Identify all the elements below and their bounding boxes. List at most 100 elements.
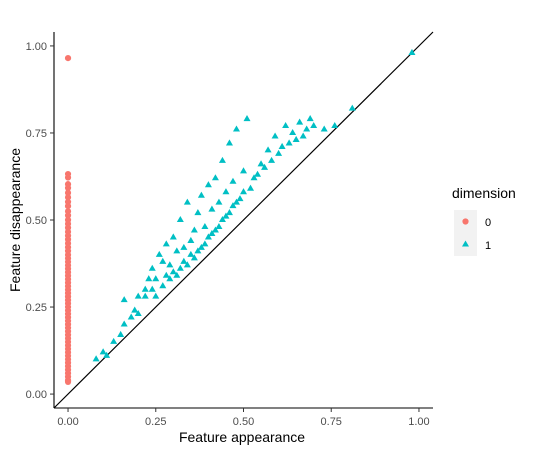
point-dim-0: [64, 202, 72, 210]
x-tick-label: 0.50: [233, 416, 254, 428]
point-dim-1: [173, 247, 181, 254]
point-dim-1: [271, 132, 279, 139]
point-dim-1: [310, 121, 318, 129]
point-dim-1: [250, 174, 258, 181]
point-dim-1: [254, 170, 262, 177]
y-tick-label: 0.50: [26, 215, 47, 227]
x-tick-label: 0.75: [321, 416, 342, 428]
point-dim-1: [180, 257, 188, 264]
point-dim-1: [215, 222, 223, 230]
legend: dimension 0 1: [452, 185, 516, 256]
point-dim-1: [120, 296, 128, 303]
y-tick-label: 0.25: [26, 302, 47, 314]
legend-title: dimension: [452, 185, 516, 201]
point-dim-1: [190, 226, 198, 233]
point-dim-1: [180, 243, 188, 250]
legend-label: 1: [485, 240, 491, 252]
point-dim-1: [173, 271, 181, 278]
point-dim-0: [64, 174, 72, 181]
point-dim-0: [64, 378, 72, 385]
point-dim-1: [285, 139, 293, 146]
point-dim-1: [120, 320, 128, 327]
reference-diagonal-line: [53, 31, 434, 409]
x-tick-label: 0.00: [57, 416, 78, 428]
point-dim-1: [110, 337, 118, 344]
point-dim-1: [204, 181, 212, 188]
point-dim-1: [197, 243, 205, 250]
point-dim-1: [162, 240, 170, 247]
point-dim-1: [194, 247, 202, 254]
point-dim-1: [92, 355, 100, 362]
point-dim-0: [64, 184, 72, 192]
point-dim-1: [229, 177, 237, 184]
point-dim-1: [159, 282, 167, 289]
x-tick-label: 0.25: [145, 416, 166, 428]
point-dim-1: [215, 198, 223, 205]
point-dim-1: [229, 202, 237, 209]
point-dim-1: [278, 142, 286, 149]
point-dim-1: [243, 115, 251, 122]
point-dim-1: [131, 306, 139, 313]
y-axis-title: Feature disappearance: [7, 148, 23, 292]
point-dim-1: [141, 285, 149, 292]
point-dim-1: [176, 215, 184, 223]
point-dim-0: [64, 189, 72, 196]
point-dim-1: [134, 292, 142, 299]
point-dim-0: [64, 194, 72, 201]
point-dim-1: [183, 261, 191, 268]
point-dim-1: [268, 156, 276, 163]
point-dim-1: [176, 264, 184, 271]
point-dim-1: [208, 205, 216, 212]
point-dim-1: [211, 226, 219, 233]
point-dim-1: [208, 229, 216, 236]
point-dim-1: [211, 174, 219, 181]
point-dim-1: [166, 275, 174, 282]
point-dim-1: [218, 215, 226, 223]
point-dim-1: [232, 198, 240, 205]
point-dim-1: [201, 240, 209, 247]
point-dim-1: [348, 104, 356, 111]
legend-key-circle: [462, 218, 469, 225]
point-dim-1: [299, 132, 307, 139]
point-dim-1: [282, 121, 290, 129]
point-dim-1: [190, 254, 198, 261]
point-dim-1: [306, 115, 314, 122]
axes: 0.00 0.25 0.50 0.75 1.00 0.00 0.25 0.50 0.75 1.00: [26, 32, 433, 428]
point-dim-1: [222, 188, 230, 195]
legend-label: 0: [485, 217, 491, 229]
point-dim-1: [152, 292, 160, 299]
point-dim-1: [187, 236, 195, 243]
point-dim-1: [236, 195, 244, 202]
point-dim-1: [204, 233, 212, 240]
point-dim-1: [222, 212, 230, 219]
point-dim-1: [275, 149, 283, 156]
point-dim-0: [64, 212, 72, 219]
point-dim-1: [257, 160, 265, 167]
point-dim-1: [408, 48, 416, 55]
point-dim-1: [194, 209, 202, 216]
point-dim-1: [134, 309, 142, 317]
point-dim-1: [197, 191, 205, 198]
point-dim-1: [292, 135, 300, 142]
point-dim-1: [169, 233, 177, 240]
point-dim-1: [201, 222, 209, 230]
plot-area: [53, 31, 434, 409]
x-tick-label: 1.00: [408, 416, 429, 428]
point-dim-1: [331, 121, 339, 129]
point-dim-1: [303, 125, 311, 132]
y-tick-label: 0.75: [26, 128, 47, 140]
point-dim-1: [225, 209, 233, 216]
point-dim-1: [162, 271, 170, 278]
point-dim-1: [148, 285, 156, 292]
point-dim-1: [166, 261, 174, 268]
x-axis-title: Feature appearance: [179, 429, 305, 445]
point-dim-1: [141, 292, 149, 299]
point-dim-0: [64, 55, 72, 62]
point-dim-1: [247, 184, 255, 191]
y-tick-label: 0.00: [26, 389, 47, 401]
point-dim-1: [225, 139, 233, 146]
point-dim-1: [183, 198, 191, 205]
point-dim-1: [320, 125, 328, 132]
point-dim-1: [152, 275, 160, 282]
